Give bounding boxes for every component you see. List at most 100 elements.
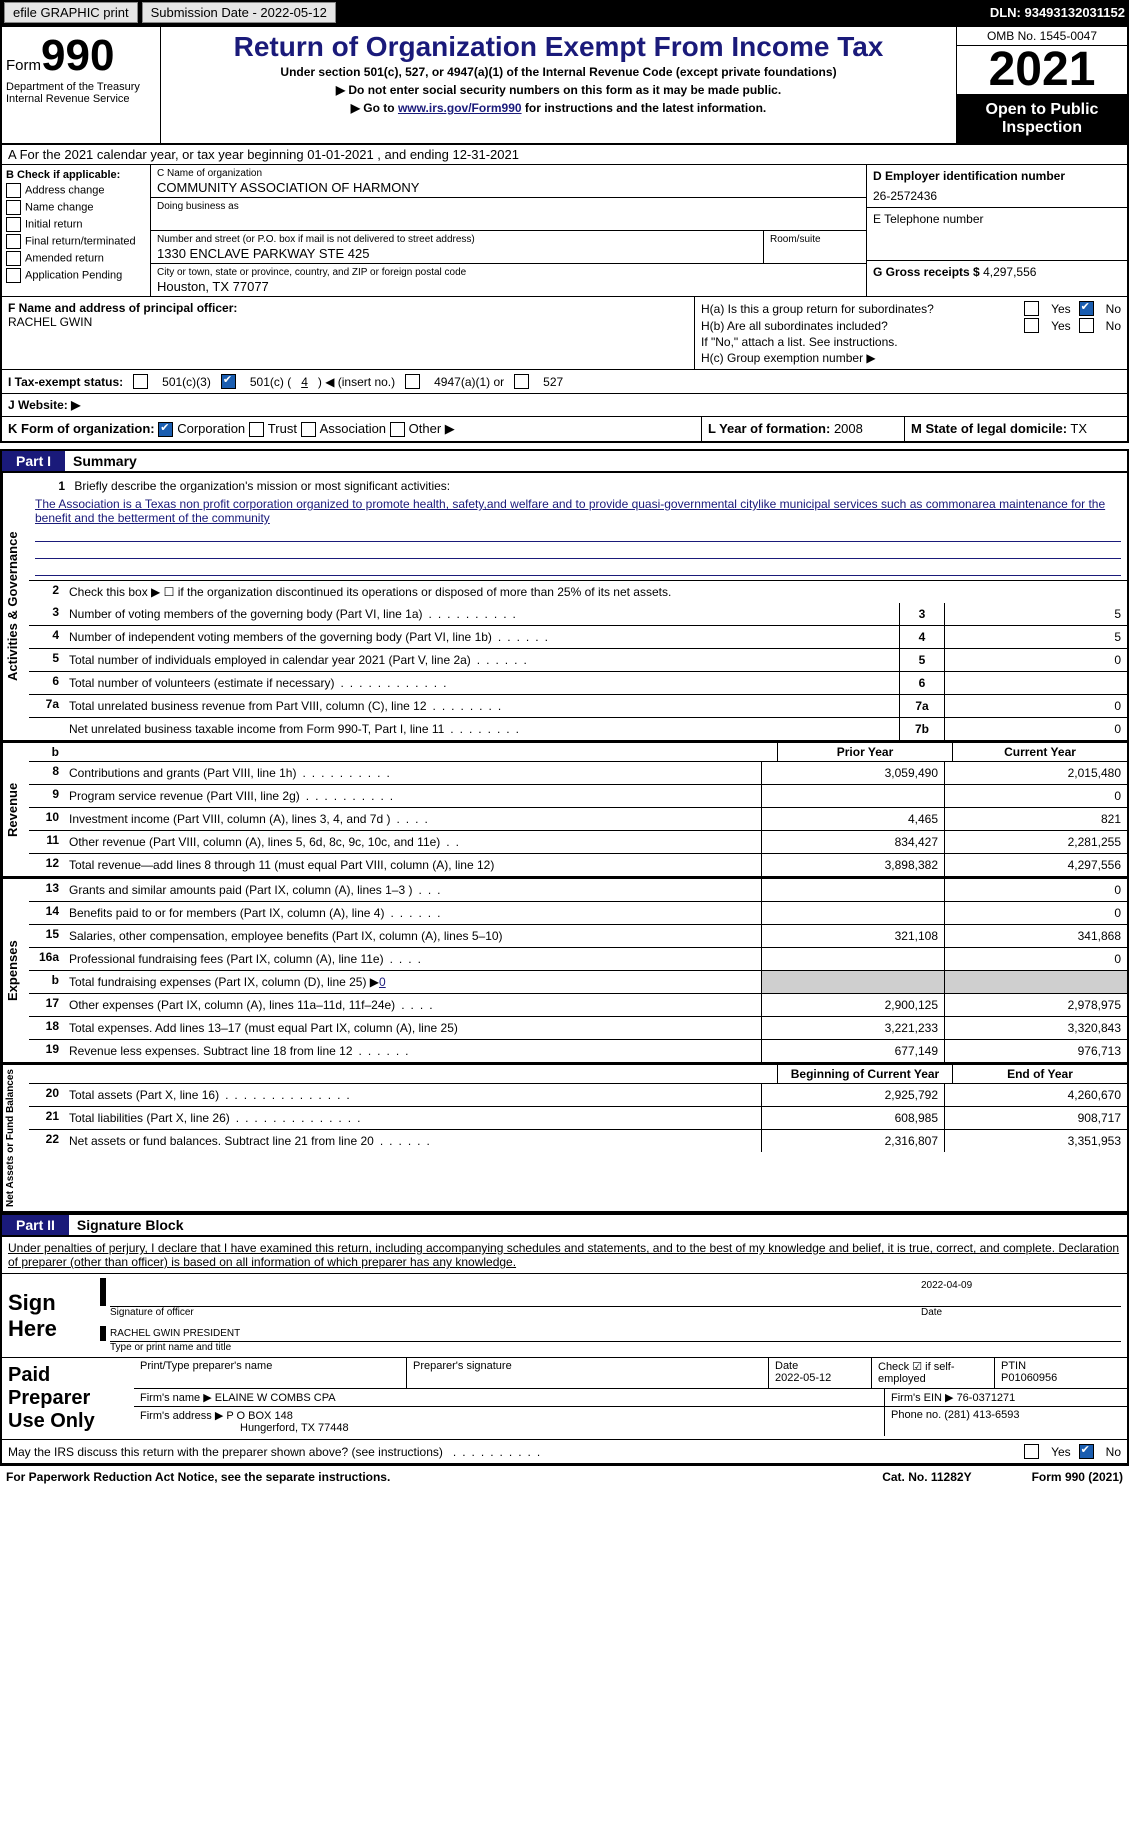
line16b-label: Total fundraising expenses (Part IX, col…: [69, 975, 379, 989]
firm-ein: 76-0371271: [957, 1392, 1016, 1404]
summary-revenue: Revenue bPrior YearCurrent Year 8Contrib…: [0, 742, 1129, 878]
j-label: J Website: ▶: [8, 398, 80, 412]
lbl-no-hb: No: [1106, 319, 1121, 333]
end-year-hdr: End of Year: [952, 1065, 1127, 1083]
sub3-post: for instructions and the latest informat…: [522, 101, 767, 115]
lbl-discuss-yes: Yes: [1051, 1445, 1071, 1459]
irs-link[interactable]: www.irs.gov/Form990: [398, 101, 522, 115]
e17p: 2,900,125: [761, 994, 944, 1016]
chk-hb-yes[interactable]: [1024, 318, 1039, 333]
firm-addr2: Hungerford, TX 77448: [240, 1422, 349, 1434]
e19c: 976,713: [944, 1040, 1127, 1062]
chk-discuss-no[interactable]: [1079, 1444, 1094, 1459]
lbl-name-change: Name change: [25, 201, 94, 213]
chk-initial-return[interactable]: [6, 217, 21, 232]
city-label: City or town, state or province, country…: [157, 267, 466, 278]
form-header-right: OMB No. 1545-0047 2021 Open to Public In…: [956, 27, 1127, 143]
line10-label: Investment income (Part VIII, column (A)…: [69, 812, 390, 826]
form-header-left: Form990 Department of the Treasury Inter…: [2, 27, 161, 143]
chk-hb-no[interactable]: [1079, 318, 1094, 333]
line16b-val: 0: [379, 975, 386, 989]
line16a-label: Professional fundraising fees (Part IX, …: [69, 952, 384, 966]
val-6: [944, 672, 1127, 694]
chk-discuss-yes[interactable]: [1024, 1444, 1039, 1459]
line1-text: The Association is a Texas non profit co…: [35, 497, 1121, 525]
e14p: [761, 902, 944, 924]
chk-address-change[interactable]: [6, 183, 21, 198]
print-name-label: Print/Type preparer's name: [140, 1360, 400, 1372]
form-subtitle-2: ▶ Do not enter social security numbers o…: [167, 83, 950, 97]
lbl-address-change: Address change: [25, 184, 105, 196]
val-7b: 0: [944, 718, 1127, 740]
line3-label: Number of voting members of the governin…: [69, 607, 423, 621]
current-year-hdr: Current Year: [952, 743, 1127, 761]
col-d-g: D Employer identification number 26-2572…: [866, 165, 1127, 296]
line21-label: Total liabilities (Part X, line 26): [69, 1111, 230, 1125]
lbl-corp: Corporation: [177, 421, 245, 436]
prep-date-label: Date: [775, 1360, 865, 1372]
chk-name-change[interactable]: [6, 200, 21, 215]
submission-date-button[interactable]: Submission Date - 2022-05-12: [142, 2, 336, 23]
line1-label: Briefly describe the organization's miss…: [74, 479, 450, 493]
line14-label: Benefits paid to or for members (Part IX…: [69, 906, 384, 920]
d-ein-value: 26-2572436: [873, 189, 1121, 203]
m-value: TX: [1070, 421, 1087, 436]
lbl-final-return: Final return/terminated: [25, 235, 136, 247]
l-label: L Year of formation:: [708, 421, 830, 436]
lbl-app-pending: Application Pending: [25, 269, 122, 281]
form-number: 990: [41, 31, 114, 80]
col-c-fields: C Name of organization COMMUNITY ASSOCIA…: [151, 165, 866, 296]
row-i-tax-exempt: I Tax-exempt status: 501(c)(3) 501(c) (4…: [0, 369, 1129, 393]
dept-irs: Internal Revenue Service: [6, 93, 156, 105]
r12p: 3,898,382: [761, 854, 944, 876]
d-ein-label: D Employer identification number: [873, 169, 1121, 183]
chk-501c[interactable]: [221, 374, 236, 389]
r11p: 834,427: [761, 831, 944, 853]
line15-label: Salaries, other compensation, employee b…: [69, 929, 503, 943]
tax-year: 2021: [957, 46, 1127, 95]
e15p: 321,108: [761, 925, 944, 947]
val-7a: 0: [944, 695, 1127, 717]
prep-sig-label: Preparer's signature: [413, 1360, 762, 1372]
chk-ha-yes[interactable]: [1024, 301, 1039, 316]
dept-treasury: Department of the Treasury: [6, 81, 156, 93]
part-1-tab: Part I: [2, 451, 65, 471]
chk-assoc[interactable]: [301, 422, 316, 437]
chk-corp[interactable]: [158, 422, 173, 437]
summary-net-assets: Net Assets or Fund Balances Beginning of…: [0, 1064, 1129, 1213]
line8-label: Contributions and grants (Part VIII, lin…: [69, 766, 296, 780]
part-2-header: Part II Signature Block: [0, 1213, 1129, 1237]
n21p: 608,985: [761, 1107, 944, 1129]
chk-other[interactable]: [390, 422, 405, 437]
lbl-assoc: Association: [320, 421, 386, 436]
n22p: 2,316,807: [761, 1130, 944, 1152]
chk-501c3[interactable]: [133, 374, 148, 389]
sign-here-label: Sign Here: [2, 1274, 104, 1357]
dba-label: Doing business as: [157, 201, 239, 212]
vtab-net-assets: Net Assets or Fund Balances: [2, 1065, 29, 1211]
summary-expenses: Expenses 13Grants and similar amounts pa…: [0, 878, 1129, 1064]
i-label: I Tax-exempt status:: [8, 375, 123, 389]
efile-print-button[interactable]: efile GRAPHIC print: [4, 2, 138, 23]
chk-amended-return[interactable]: [6, 251, 21, 266]
lbl-discuss-no: No: [1106, 1445, 1121, 1459]
chk-trust[interactable]: [249, 422, 264, 437]
chk-527[interactable]: [514, 374, 529, 389]
open-to-public: Open to Public Inspection: [957, 95, 1127, 143]
e14c: 0: [944, 902, 1127, 924]
phone-value: (281) 413-6593: [944, 1409, 1019, 1421]
chk-app-pending[interactable]: [6, 268, 21, 283]
e16bc-shaded: [944, 971, 1127, 993]
form-subtitle-1: Under section 501(c), 527, or 4947(a)(1)…: [167, 65, 950, 79]
r9p: [761, 785, 944, 807]
chk-4947[interactable]: [405, 374, 420, 389]
summary-activities: Activities & Governance 1 Briefly descri…: [0, 473, 1129, 742]
chk-ha-no[interactable]: [1079, 301, 1094, 316]
n20c: 4,260,670: [944, 1084, 1127, 1106]
part-1-header: Part I Summary: [0, 449, 1129, 473]
vtab-revenue: Revenue: [2, 743, 29, 876]
r10c: 821: [944, 808, 1127, 830]
e18p: 3,221,233: [761, 1017, 944, 1039]
sig-date-label: Date: [921, 1307, 1121, 1318]
chk-final-return[interactable]: [6, 234, 21, 249]
